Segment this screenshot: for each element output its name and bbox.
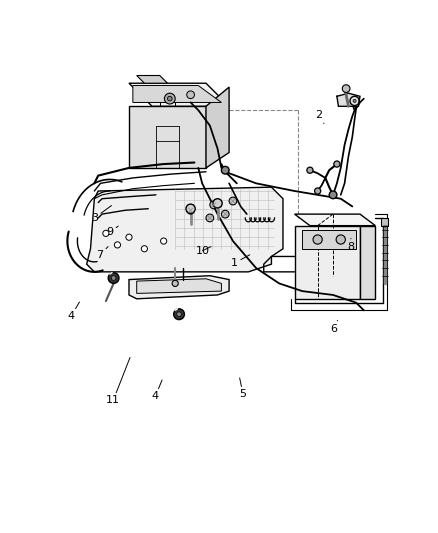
Polygon shape (133, 85, 221, 102)
Text: 5: 5 (240, 378, 247, 399)
Polygon shape (360, 225, 375, 299)
Circle shape (108, 273, 119, 284)
Circle shape (229, 197, 237, 205)
Circle shape (114, 242, 120, 248)
Circle shape (141, 246, 148, 252)
Circle shape (353, 99, 356, 102)
Circle shape (210, 201, 218, 209)
Circle shape (164, 93, 175, 104)
Polygon shape (302, 230, 356, 249)
Text: 1: 1 (231, 255, 250, 268)
Circle shape (177, 312, 181, 317)
Circle shape (329, 191, 337, 199)
Polygon shape (87, 187, 283, 272)
Polygon shape (137, 76, 167, 83)
Circle shape (336, 235, 346, 244)
Text: 11: 11 (106, 358, 130, 406)
Polygon shape (129, 276, 229, 299)
Text: 4: 4 (67, 302, 79, 321)
Text: 8: 8 (347, 238, 354, 252)
Circle shape (221, 166, 229, 174)
Text: 4: 4 (152, 380, 162, 401)
Polygon shape (381, 218, 389, 225)
Polygon shape (337, 93, 360, 106)
Circle shape (126, 234, 132, 240)
Polygon shape (129, 106, 206, 168)
Circle shape (187, 91, 194, 99)
Circle shape (187, 206, 194, 214)
Circle shape (342, 85, 350, 92)
Circle shape (173, 309, 184, 320)
Circle shape (167, 96, 172, 101)
Polygon shape (294, 225, 360, 299)
Circle shape (172, 280, 178, 287)
Circle shape (313, 235, 322, 244)
Circle shape (103, 230, 109, 237)
Polygon shape (294, 214, 375, 225)
Polygon shape (137, 279, 221, 294)
Text: 7: 7 (96, 247, 108, 260)
Circle shape (314, 188, 321, 194)
Text: 9: 9 (106, 226, 118, 237)
Circle shape (213, 199, 222, 208)
Text: 6: 6 (331, 320, 338, 334)
Text: 2: 2 (315, 110, 324, 124)
Text: 3: 3 (91, 206, 112, 223)
Circle shape (206, 214, 214, 222)
Circle shape (221, 210, 229, 218)
Circle shape (111, 276, 116, 280)
Circle shape (307, 167, 313, 173)
Circle shape (186, 204, 195, 213)
Circle shape (161, 238, 167, 244)
Circle shape (334, 161, 340, 167)
Polygon shape (129, 83, 229, 106)
Text: 10: 10 (195, 246, 211, 256)
Polygon shape (206, 87, 229, 168)
